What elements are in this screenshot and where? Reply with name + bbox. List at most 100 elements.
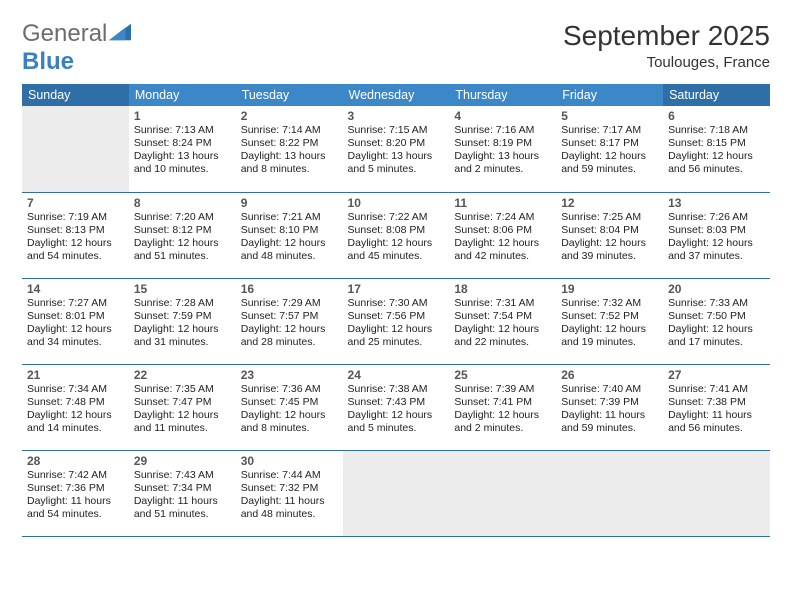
sunrise-text: Sunrise: 7:28 AM — [134, 297, 231, 310]
daylight-text: Daylight: 12 hours and 25 minutes. — [348, 323, 445, 349]
sunrise-text: Sunrise: 7:29 AM — [241, 297, 338, 310]
day-cell: 1Sunrise: 7:13 AMSunset: 8:24 PMDaylight… — [129, 106, 236, 192]
daylight-text: Daylight: 12 hours and 34 minutes. — [27, 323, 124, 349]
sunset-text: Sunset: 7:43 PM — [348, 396, 445, 409]
daylight-text: Daylight: 12 hours and 51 minutes. — [134, 237, 231, 263]
day-number: 19 — [561, 282, 658, 296]
day-number: 21 — [27, 368, 124, 382]
day-cell: 29Sunrise: 7:43 AMSunset: 7:34 PMDayligh… — [129, 450, 236, 536]
sunset-text: Sunset: 7:57 PM — [241, 310, 338, 323]
sunrise-text: Sunrise: 7:30 AM — [348, 297, 445, 310]
day-number: 1 — [134, 109, 231, 123]
day-cell: 9Sunrise: 7:21 AMSunset: 8:10 PMDaylight… — [236, 192, 343, 278]
day-cell: 28Sunrise: 7:42 AMSunset: 7:36 PMDayligh… — [22, 450, 129, 536]
header: GeneralBlue September 2025 Toulouges, Fr… — [22, 20, 770, 76]
sunset-text: Sunset: 7:59 PM — [134, 310, 231, 323]
day-number: 22 — [134, 368, 231, 382]
logo-triangle-icon — [109, 23, 131, 41]
daylight-text: Daylight: 12 hours and 39 minutes. — [561, 237, 658, 263]
daylight-text: Daylight: 12 hours and 17 minutes. — [668, 323, 765, 349]
sunrise-text: Sunrise: 7:40 AM — [561, 383, 658, 396]
calendar-week: 28Sunrise: 7:42 AMSunset: 7:36 PMDayligh… — [22, 450, 770, 536]
sunset-text: Sunset: 8:17 PM — [561, 137, 658, 150]
day-cell: 26Sunrise: 7:40 AMSunset: 7:39 PMDayligh… — [556, 364, 663, 450]
sunset-text: Sunset: 8:15 PM — [668, 137, 765, 150]
day-number: 2 — [241, 109, 338, 123]
calendar-week: 7Sunrise: 7:19 AMSunset: 8:13 PMDaylight… — [22, 192, 770, 278]
day-number: 10 — [348, 196, 445, 210]
day-number: 28 — [27, 454, 124, 468]
day-cell: 19Sunrise: 7:32 AMSunset: 7:52 PMDayligh… — [556, 278, 663, 364]
sunset-text: Sunset: 8:03 PM — [668, 224, 765, 237]
sunrise-text: Sunrise: 7:33 AM — [668, 297, 765, 310]
sunset-text: Sunset: 8:13 PM — [27, 224, 124, 237]
day-cell: 30Sunrise: 7:44 AMSunset: 7:32 PMDayligh… — [236, 450, 343, 536]
daylight-text: Daylight: 12 hours and 11 minutes. — [134, 409, 231, 435]
month-title: September 2025 — [563, 20, 770, 52]
day-cell: 27Sunrise: 7:41 AMSunset: 7:38 PMDayligh… — [663, 364, 770, 450]
sunrise-text: Sunrise: 7:16 AM — [454, 124, 551, 137]
daylight-text: Daylight: 12 hours and 8 minutes. — [241, 409, 338, 435]
day-cell: 3Sunrise: 7:15 AMSunset: 8:20 PMDaylight… — [343, 106, 450, 192]
day-number: 17 — [348, 282, 445, 296]
daylight-text: Daylight: 12 hours and 22 minutes. — [454, 323, 551, 349]
daylight-text: Daylight: 12 hours and 56 minutes. — [668, 150, 765, 176]
sunrise-text: Sunrise: 7:24 AM — [454, 211, 551, 224]
daylight-text: Daylight: 12 hours and 42 minutes. — [454, 237, 551, 263]
day-number: 29 — [134, 454, 231, 468]
day-header: Friday — [556, 84, 663, 106]
day-number: 11 — [454, 196, 551, 210]
calendar-week: 14Sunrise: 7:27 AMSunset: 8:01 PMDayligh… — [22, 278, 770, 364]
day-cell: 12Sunrise: 7:25 AMSunset: 8:04 PMDayligh… — [556, 192, 663, 278]
day-cell: 22Sunrise: 7:35 AMSunset: 7:47 PMDayligh… — [129, 364, 236, 450]
daylight-text: Daylight: 11 hours and 54 minutes. — [27, 495, 124, 521]
sunrise-text: Sunrise: 7:39 AM — [454, 383, 551, 396]
day-number: 12 — [561, 196, 658, 210]
daylight-text: Daylight: 13 hours and 2 minutes. — [454, 150, 551, 176]
sunrise-text: Sunrise: 7:34 AM — [27, 383, 124, 396]
sunset-text: Sunset: 8:22 PM — [241, 137, 338, 150]
empty-cell — [22, 106, 129, 192]
daylight-text: Daylight: 13 hours and 8 minutes. — [241, 150, 338, 176]
day-cell: 24Sunrise: 7:38 AMSunset: 7:43 PMDayligh… — [343, 364, 450, 450]
sunrise-text: Sunrise: 7:13 AM — [134, 124, 231, 137]
sunset-text: Sunset: 8:12 PM — [134, 224, 231, 237]
sunrise-text: Sunrise: 7:19 AM — [27, 211, 124, 224]
location: Toulouges, France — [563, 54, 770, 71]
day-number: 3 — [348, 109, 445, 123]
sunrise-text: Sunrise: 7:27 AM — [27, 297, 124, 310]
calendar-week: 1Sunrise: 7:13 AMSunset: 8:24 PMDaylight… — [22, 106, 770, 192]
daylight-text: Daylight: 12 hours and 14 minutes. — [27, 409, 124, 435]
day-cell: 8Sunrise: 7:20 AMSunset: 8:12 PMDaylight… — [129, 192, 236, 278]
logo-text: GeneralBlue — [22, 20, 131, 76]
daylight-text: Daylight: 11 hours and 48 minutes. — [241, 495, 338, 521]
calendar-header-row: SundayMondayTuesdayWednesdayThursdayFrid… — [22, 84, 770, 106]
day-number: 6 — [668, 109, 765, 123]
day-cell: 17Sunrise: 7:30 AMSunset: 7:56 PMDayligh… — [343, 278, 450, 364]
day-cell: 13Sunrise: 7:26 AMSunset: 8:03 PMDayligh… — [663, 192, 770, 278]
empty-cell — [556, 450, 663, 536]
daylight-text: Daylight: 12 hours and 37 minutes. — [668, 237, 765, 263]
day-cell: 20Sunrise: 7:33 AMSunset: 7:50 PMDayligh… — [663, 278, 770, 364]
day-number: 16 — [241, 282, 338, 296]
title-block: September 2025 Toulouges, France — [563, 20, 770, 71]
day-cell: 14Sunrise: 7:27 AMSunset: 8:01 PMDayligh… — [22, 278, 129, 364]
sunset-text: Sunset: 8:10 PM — [241, 224, 338, 237]
day-header: Monday — [129, 84, 236, 106]
day-number: 4 — [454, 109, 551, 123]
day-cell: 21Sunrise: 7:34 AMSunset: 7:48 PMDayligh… — [22, 364, 129, 450]
sunset-text: Sunset: 7:36 PM — [27, 482, 124, 495]
sunset-text: Sunset: 7:48 PM — [27, 396, 124, 409]
sunrise-text: Sunrise: 7:44 AM — [241, 469, 338, 482]
day-cell: 15Sunrise: 7:28 AMSunset: 7:59 PMDayligh… — [129, 278, 236, 364]
logo: GeneralBlue — [22, 20, 131, 76]
sunrise-text: Sunrise: 7:42 AM — [27, 469, 124, 482]
sunset-text: Sunset: 7:32 PM — [241, 482, 338, 495]
sunset-text: Sunset: 8:01 PM — [27, 310, 124, 323]
daylight-text: Daylight: 12 hours and 59 minutes. — [561, 150, 658, 176]
daylight-text: Daylight: 12 hours and 19 minutes. — [561, 323, 658, 349]
sunset-text: Sunset: 7:47 PM — [134, 396, 231, 409]
empty-cell — [343, 450, 450, 536]
day-number: 25 — [454, 368, 551, 382]
day-header: Sunday — [22, 84, 129, 106]
